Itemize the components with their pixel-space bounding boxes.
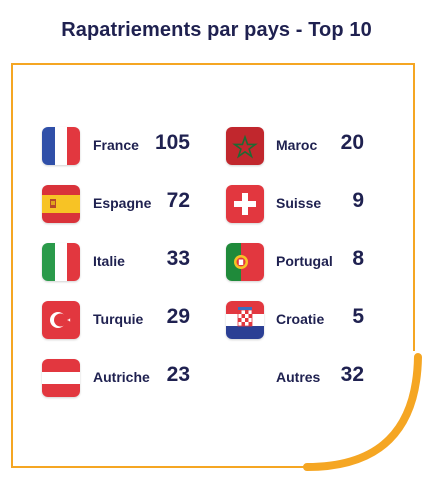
- list-item: Italie 33: [42, 243, 202, 281]
- value-label: 8: [352, 247, 364, 270]
- list-item: Portugal 8: [226, 243, 376, 281]
- value-label: 9: [352, 189, 364, 212]
- italy-flag-icon: [42, 243, 80, 281]
- value-label: 32: [340, 363, 364, 386]
- country-label: Croatie: [276, 311, 325, 327]
- value-label: 5: [352, 305, 364, 328]
- country-label: Italie: [93, 253, 125, 269]
- value-label: 72: [166, 189, 190, 212]
- list-item: Maroc 20: [226, 127, 376, 165]
- list-item: Croatie 5: [226, 301, 376, 339]
- list-item: France 105: [42, 127, 202, 165]
- country-label: Autriche: [93, 369, 150, 385]
- value-label: 105: [154, 131, 190, 154]
- country-label: Espagne: [93, 195, 152, 211]
- france-flag-icon: [42, 127, 80, 165]
- value-label: 23: [166, 363, 190, 386]
- country-label: Portugal: [276, 253, 333, 269]
- country-label: Suisse: [276, 195, 322, 211]
- country-label: Turquie: [93, 311, 144, 327]
- list-item: Turquie 29: [42, 301, 202, 339]
- value-label: 20: [340, 131, 364, 154]
- value-label: 29: [166, 305, 190, 328]
- turkey-flag-icon: [42, 301, 80, 339]
- spain-flag-icon: [42, 185, 80, 223]
- country-label: Maroc: [276, 137, 318, 153]
- country-label: Autres: [276, 369, 321, 385]
- list-item: Autres 32: [226, 359, 376, 397]
- morocco-flag-icon: [226, 127, 264, 165]
- list-item: Autriche 23: [42, 359, 202, 397]
- list-item: Espagne 72: [42, 185, 202, 223]
- portugal-flag-icon: [226, 243, 264, 281]
- list-item: Suisse 9: [226, 185, 376, 223]
- value-label: 33: [166, 247, 190, 270]
- switzerland-flag-icon: [226, 185, 264, 223]
- croatia-flag-icon: [226, 301, 264, 339]
- chart-title: Rapatriements par pays - Top 10: [61, 19, 372, 41]
- austria-flag-icon: [42, 359, 80, 397]
- country-label: France: [93, 137, 139, 153]
